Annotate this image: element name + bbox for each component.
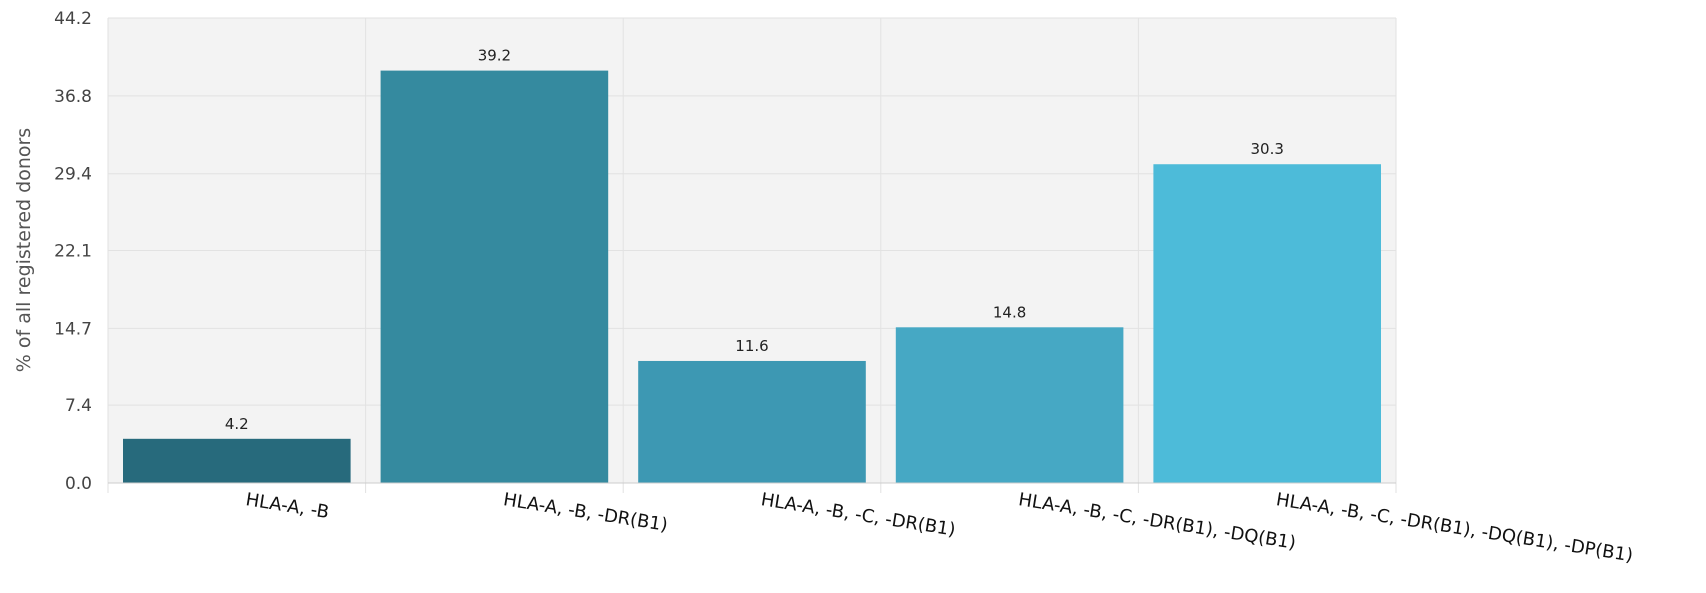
x-tick-label: HLA-A, -B, -C, -DR(B1) <box>759 489 956 541</box>
y-tick-label: 14.7 <box>54 319 92 339</box>
y-tick-label: 29.4 <box>54 165 92 185</box>
data-label: 11.6 <box>735 337 768 355</box>
y-tick-label: 44.2 <box>54 9 92 29</box>
x-tick-label: HLA-A, -B, -C, -DR(B1), -DQ(B1), -DP(B1) <box>1275 489 1635 566</box>
x-tick-label: HLA-A, -B, -DR(B1) <box>502 489 669 536</box>
bar <box>638 360 866 483</box>
y-tick-label: 7.4 <box>65 396 92 416</box>
y-axis-label: % of all registered donors <box>13 128 35 372</box>
bar <box>1153 164 1381 483</box>
x-tick-label: HLA-A, -B, -C, -DR(B1), -DQ(B1) <box>1017 489 1297 554</box>
bars <box>123 70 1381 483</box>
y-tick-label: 0.0 <box>65 474 92 494</box>
bar <box>380 70 609 483</box>
data-label: 14.8 <box>993 303 1026 321</box>
y-axis: 0.0 7.4 14.7 22.1 29.4 36.8 44.2 <box>54 9 92 494</box>
y-tick-label: 22.1 <box>54 242 92 262</box>
bar <box>895 327 1124 483</box>
data-labels: 4.2 39.2 11.6 14.8 30.3 <box>225 47 1284 433</box>
data-label: 4.2 <box>225 415 249 433</box>
data-label: 30.3 <box>1250 140 1283 158</box>
y-tick-label: 36.8 <box>54 87 92 107</box>
bar <box>123 438 351 483</box>
x-tick-label: HLA-A, -B <box>244 489 330 523</box>
data-label: 39.2 <box>478 47 511 65</box>
x-axis: HLA-A, -B HLA-A, -B, -DR(B1) HLA-A, -B, -C… <box>108 482 1635 566</box>
